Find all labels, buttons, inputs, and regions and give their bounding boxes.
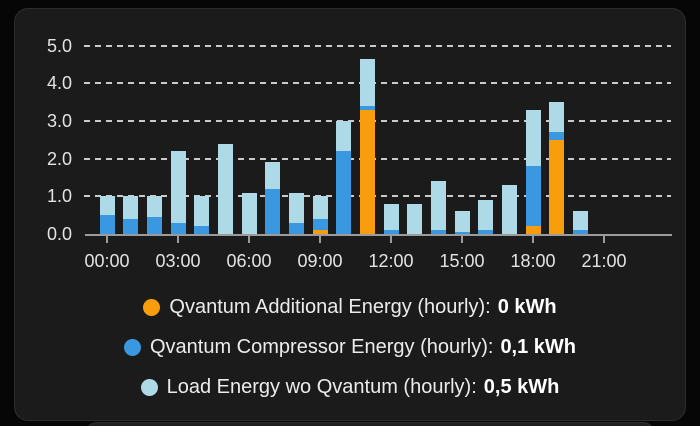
x-axis-label: 18:00 (510, 251, 556, 271)
gridline-1.0 (84, 195, 671, 198)
bar-segment-13:00[interactable] (407, 203, 423, 234)
next-card-top-sliver (85, 422, 655, 426)
bar-segment-04:00[interactable] (194, 196, 210, 227)
bar-segment-11:00[interactable] (359, 105, 375, 110)
x-axis-tick (532, 236, 534, 243)
y-axis-label: 2.0 (46, 148, 72, 169)
bar-segment-11:00[interactable] (359, 109, 375, 234)
gridline-5.0 (84, 44, 671, 47)
bar-segment-19:00[interactable] (549, 139, 565, 234)
legend-item-compressor-energy[interactable]: Qvantum Compressor Energy (hourly): 0,1 … (15, 327, 685, 367)
legend-dot-lightblue-icon (140, 378, 158, 396)
bar-segment-09:00[interactable] (312, 196, 328, 219)
bar-segment-20:00[interactable] (572, 211, 588, 231)
bar-segment-03:00[interactable] (170, 222, 186, 234)
legend-dot-blue-icon (123, 338, 141, 356)
x-axis-label: 12:00 (368, 251, 414, 271)
bar-segment-12:00[interactable] (383, 203, 399, 231)
bar-segment-07:00[interactable] (265, 162, 281, 189)
x-axis-tick (248, 236, 250, 243)
bar-segment-19:00[interactable] (549, 102, 565, 133)
bar-segment-15:00[interactable] (454, 211, 470, 233)
x-axis-tick (177, 236, 179, 243)
bar-segment-18:00[interactable] (525, 109, 541, 167)
x-axis-label: 00:00 (84, 251, 130, 271)
chart-plot-area: 0.0 1.0 2.0 3.0 4.0 5.0 00:00 03:00 06:00 09:00 12… (15, 9, 685, 420)
gridline-3.0 (84, 119, 671, 122)
bar-segment-12:00[interactable] (383, 230, 399, 234)
x-axis-label: 06:00 (226, 251, 272, 271)
bar-segment-17:00[interactable] (501, 184, 517, 234)
legend-label: Qvantum Compressor Energy (hourly): (149, 335, 494, 358)
bar-segment-14:00[interactable] (430, 230, 446, 234)
x-axis-tick (390, 236, 392, 243)
bar-segment-01:00[interactable] (123, 196, 139, 219)
bar-segment-10:00[interactable] (336, 120, 352, 152)
y-axis-label: 1.0 (46, 186, 72, 207)
bar-segment-06:00[interactable] (241, 192, 257, 234)
bar-segment-01:00[interactable] (123, 218, 139, 234)
x-axis-tick (106, 236, 108, 243)
legend-value: 0 kWh (497, 295, 557, 318)
x-axis-tick (319, 236, 321, 243)
bar-segment-02:00[interactable] (146, 196, 162, 218)
legend-item-additional-energy[interactable]: Qvantum Additional Energy (hourly): 0 kW… (15, 287, 685, 327)
bar-segment-14:00[interactable] (430, 181, 446, 231)
bar-segment-03:00[interactable] (170, 151, 186, 223)
y-axis-label: 0.0 (46, 224, 72, 244)
bar-segment-16:00[interactable] (478, 230, 494, 234)
y-axis-label: 4.0 (46, 73, 72, 94)
x-axis-tick (461, 236, 463, 243)
bar-segment-18:00[interactable] (525, 166, 541, 227)
legend-item-load-energy[interactable]: Load Energy wo Qvantum (hourly): 0,5 kWh (15, 367, 685, 407)
x-axis-label: 15:00 (439, 251, 485, 271)
legend-dot-orange-icon (143, 298, 161, 316)
legend-value: 0,1 kWh (500, 335, 577, 358)
bar-segment-16:00[interactable] (478, 200, 494, 231)
bar-segment-10:00[interactable] (336, 151, 352, 234)
x-axis-line (85, 234, 672, 236)
y-axis-label: 3.0 (46, 110, 72, 131)
gridline-4.0 (84, 82, 671, 85)
bar-segment-11:00[interactable] (359, 58, 375, 106)
y-axis-label: 5.0 (46, 35, 72, 56)
bar-segment-05:00[interactable] (217, 143, 233, 234)
x-axis-tick (603, 236, 605, 243)
bar-segment-00:00[interactable] (99, 196, 115, 216)
bar-segment-04:00[interactable] (194, 226, 210, 234)
legend-label: Load Energy wo Qvantum (hourly): (166, 375, 477, 398)
energy-chart-card: 0.0 1.0 2.0 3.0 4.0 5.0 00:00 03:00 06:00 09:00 12… (14, 8, 686, 421)
bar-segment-15:00[interactable] (454, 232, 470, 234)
bar-segment-08:00[interactable] (288, 192, 304, 223)
bar-segment-02:00[interactable] (146, 217, 162, 234)
bar-segment-18:00[interactable] (525, 226, 541, 234)
legend-label: Qvantum Additional Energy (hourly): (169, 295, 491, 318)
x-axis-label: 03:00 (155, 251, 201, 271)
x-axis-label: 21:00 (581, 251, 627, 271)
chart-legend: Qvantum Additional Energy (hourly): 0 kW… (15, 287, 685, 407)
bar-segment-09:00[interactable] (312, 230, 328, 234)
bar-segment-20:00[interactable] (572, 230, 588, 234)
bar-segment-09:00[interactable] (312, 218, 328, 231)
bar-segment-08:00[interactable] (288, 222, 304, 234)
legend-value: 0,5 kWh (483, 375, 560, 398)
x-axis-label: 09:00 (297, 251, 343, 271)
bar-segment-00:00[interactable] (99, 215, 115, 234)
bar-segment-07:00[interactable] (265, 188, 281, 234)
bar-segment-19:00[interactable] (549, 132, 565, 140)
gridline-2.0 (84, 157, 671, 160)
